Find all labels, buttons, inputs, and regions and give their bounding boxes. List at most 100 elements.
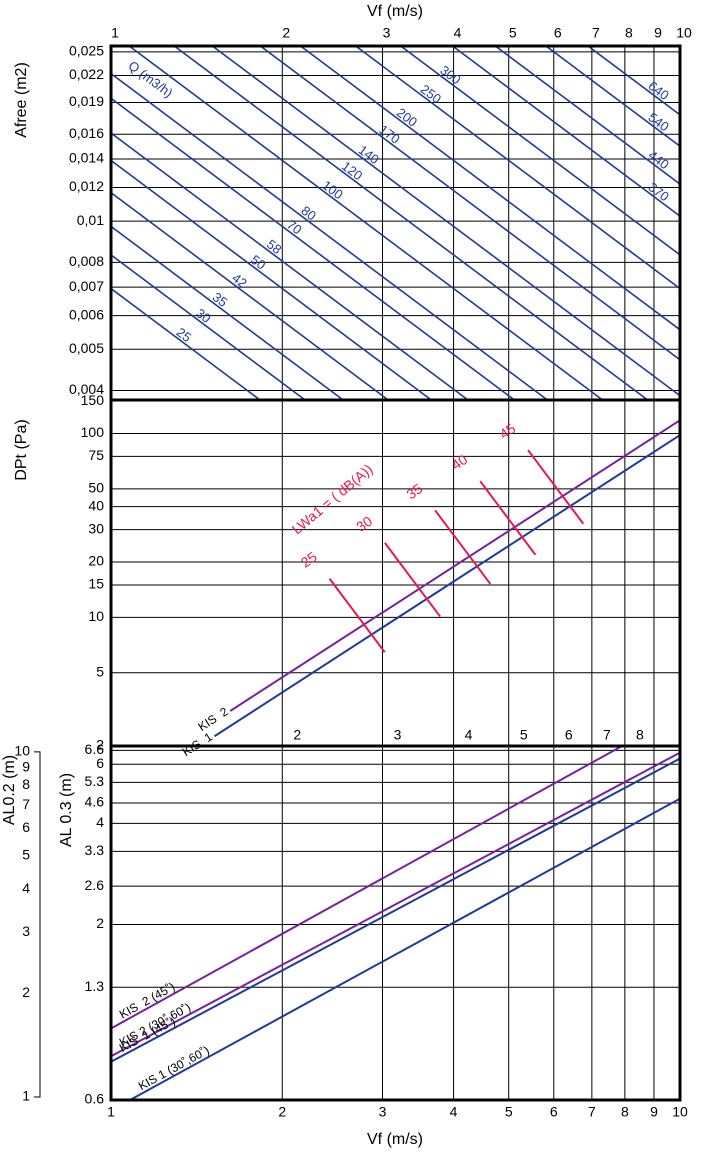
series-line	[213, 434, 680, 738]
y-tick-label: 4.6	[85, 794, 105, 810]
y-tick-label: 150	[81, 392, 105, 408]
x-tick-label: 2	[282, 25, 290, 41]
q-line	[111, 287, 262, 400]
y-tick-label: 0,004	[69, 381, 104, 397]
q-line	[111, 72, 549, 400]
x-tick-label: 2	[278, 1104, 286, 1120]
q-label: 70	[284, 217, 305, 238]
y-tick-label: 2	[96, 915, 104, 931]
y2-tick-label: 3	[22, 923, 30, 939]
q-line	[299, 46, 680, 331]
y-tick-label: 0,005	[69, 340, 104, 356]
q-label: 35	[210, 289, 231, 310]
y-tick-label: 3.3	[85, 842, 105, 858]
q-line	[211, 46, 680, 397]
x-tick-label: 1	[111, 25, 119, 41]
y2-tick-label: 4	[22, 880, 30, 896]
noise-label: 30	[353, 513, 375, 535]
q-line	[494, 46, 680, 185]
panel-frame	[109, 44, 682, 402]
noise-label: 40	[448, 451, 470, 473]
x-axis-title: Vf (m/s)	[367, 3, 423, 20]
q-label: 30	[193, 305, 214, 326]
q-label: 25	[174, 324, 195, 345]
series-line	[111, 746, 623, 1030]
noise-mark	[384, 542, 441, 618]
x-tick-label: 5	[520, 727, 528, 743]
y-axis-title: AL0.2 (m)	[1, 755, 18, 825]
noise-label: 45	[496, 420, 518, 442]
y-tick-label: 0,01	[77, 212, 104, 228]
q-line	[172, 46, 649, 400]
y-axis-title: DPt (Pa)	[13, 419, 30, 480]
q-label: 540	[645, 109, 671, 134]
noise-label: 25	[298, 548, 320, 570]
y-tick-label: 20	[88, 553, 104, 569]
x-tick-label: 8	[636, 727, 644, 743]
series-line	[129, 797, 680, 1100]
q-label: 100	[319, 177, 345, 202]
y2-tick-label: 5	[22, 846, 30, 862]
q-label: 370	[645, 179, 671, 204]
q-label: 42	[229, 270, 250, 291]
q-line	[111, 97, 516, 400]
q-label: 140	[356, 142, 382, 167]
x-tick-label: 7	[588, 1104, 596, 1120]
x-tick-label: 3	[383, 25, 391, 41]
x-tick-label: 4	[454, 25, 462, 41]
noise-mark	[479, 480, 537, 556]
x-tick-label: 5	[509, 25, 517, 41]
y-tick-label: 40	[88, 497, 104, 513]
y2-tick-label: 1	[22, 1088, 30, 1104]
y-tick-label: 6	[96, 755, 104, 771]
noise-label: 35	[403, 480, 425, 502]
q-line	[354, 46, 680, 290]
q-line	[111, 254, 307, 400]
x-tick-label: 9	[650, 1104, 658, 1120]
q-line	[544, 46, 680, 147]
q-title: Q (m3/h)	[126, 58, 176, 101]
panel-frame	[109, 744, 682, 1102]
x-tick-label: 4	[465, 727, 473, 743]
y-tick-label: 0,008	[69, 253, 104, 269]
y2-tick-label: 2	[22, 984, 30, 1000]
x-tick-label: 1	[107, 1104, 115, 1120]
y-tick-label: 6.6	[85, 741, 105, 757]
q-label: 170	[376, 122, 402, 147]
y2-tick-label: 8	[22, 776, 30, 792]
x-tick-label: 7	[592, 25, 600, 41]
y-tick-label: 0,007	[69, 278, 104, 294]
x-tick-label: 5	[505, 1104, 513, 1120]
y-tick-label: 2	[96, 737, 104, 753]
series-label: KIS 1	[180, 729, 215, 759]
q-label: 50	[248, 252, 269, 273]
x-tick-label: 3	[394, 727, 402, 743]
series-label: KIS 1 (30˚,60˚)	[136, 1043, 212, 1093]
y-tick-label: 0,016	[69, 125, 104, 141]
y-tick-label: 50	[88, 480, 104, 496]
q-line	[399, 46, 680, 256]
y-tick-label: 100	[81, 424, 105, 440]
y2-tick-label: 10	[14, 743, 30, 759]
x-tick-label: 4	[450, 1104, 458, 1120]
y-tick-label: 5.3	[85, 773, 105, 789]
y-tick-label: 0.6	[85, 1091, 105, 1107]
y2-tick-label: 7	[22, 796, 30, 812]
q-line	[111, 132, 470, 400]
x-tick-label: 8	[621, 1104, 629, 1120]
x-tick-label: 6	[565, 727, 573, 743]
x-tick-label: 7	[603, 727, 611, 743]
y-tick-label: 0,025	[69, 43, 104, 59]
y-tick-label: 0,006	[69, 306, 104, 322]
y-tick-label: 15	[88, 576, 104, 592]
y-tick-label: 4	[96, 814, 104, 830]
q-label: 80	[298, 203, 319, 224]
y-tick-label: 0,014	[69, 150, 104, 166]
q-line	[111, 225, 345, 400]
noise-mark	[434, 509, 492, 585]
y-tick-label: 0,022	[69, 66, 104, 82]
x-axis-title: Vf (m/s)	[367, 1131, 423, 1148]
q-label: 58	[264, 236, 285, 257]
x-tick-label: 2	[293, 727, 301, 743]
